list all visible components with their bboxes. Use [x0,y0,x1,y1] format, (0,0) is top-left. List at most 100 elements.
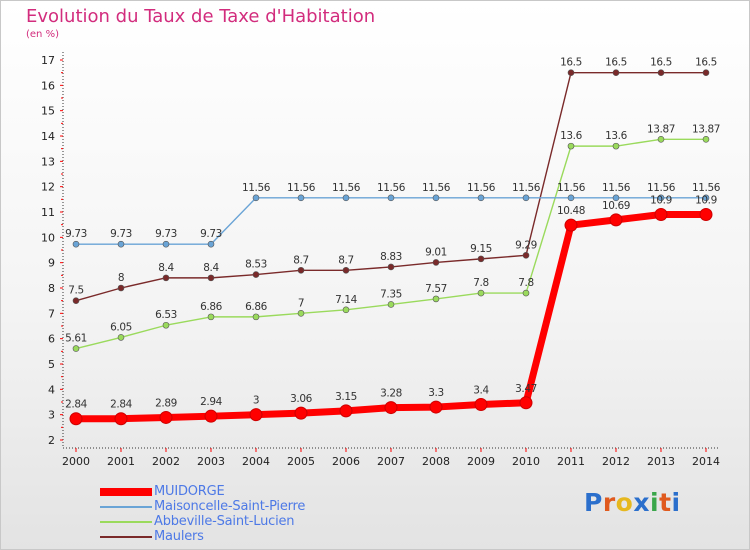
x-tick-label: 2008 [422,455,450,468]
data-point-0 [339,404,353,418]
data-point-1 [432,194,440,202]
legend-swatch-1 [100,505,152,508]
x-tick-label: 2014 [692,455,720,468]
data-label-0: 3.4 [473,385,489,397]
data-point-3 [72,297,80,304]
data-point-2 [207,313,215,321]
data-point-1 [702,194,710,202]
y-tick-label: 15 [41,105,55,118]
data-label-3: 7.5 [68,285,84,297]
proxiti-logo: Proxiti [584,488,681,517]
data-label-2: 13.87 [647,123,675,135]
data-point-1 [162,240,170,248]
data-point-3 [342,266,350,274]
data-label-3: 8.4 [158,262,174,274]
data-label-3: 16.5 [605,57,627,69]
x-tick-label: 2013 [647,455,675,468]
data-label-0: 10.69 [602,200,630,212]
data-point-1 [522,194,530,202]
legend-item-3: Maulers [100,529,305,544]
data-label-0: 2.84 [110,399,132,411]
data-point-0 [69,412,83,426]
data-label-3: 8 [118,272,124,284]
data-point-2 [477,289,485,297]
legend-swatch-2 [100,520,152,523]
data-point-0 [699,208,713,222]
data-label-1: 9.73 [110,228,132,240]
data-point-0 [519,396,533,410]
data-label-2: 6.86 [245,301,267,313]
data-point-1 [207,240,215,248]
data-label-2: 7 [298,297,304,309]
data-point-1 [657,194,665,202]
data-point-0 [429,400,443,414]
x-tick-label: 2011 [557,455,585,468]
data-label-0: 3.15 [335,391,357,403]
data-point-0 [114,412,128,426]
x-tick-label: 2010 [512,455,540,468]
data-label-1: 11.56 [422,182,451,194]
data-label-0: 2.89 [155,397,177,409]
data-point-3 [477,255,485,263]
y-tick-label: 17 [41,54,55,67]
data-label-2: 7.57 [425,283,447,295]
logo-letter: i [671,488,681,517]
data-label-3: 8.4 [203,262,219,274]
data-point-2 [432,295,440,303]
data-label-0: 10.9 [695,195,717,207]
data-label-0: 3.28 [380,388,402,400]
x-tick-label: 2006 [332,455,360,468]
data-point-0 [384,401,398,415]
data-label-2: 13.6 [560,130,582,142]
data-label-1: 9.73 [200,228,222,240]
logo-letter: x [633,488,650,517]
data-label-1: 11.56 [692,182,721,194]
data-label-3: 9.15 [470,243,492,255]
y-tick-label: 12 [41,181,55,194]
legend-item-1: Maisoncelle-Saint-Pierre [100,499,305,514]
data-label-2: 7.8 [518,277,534,289]
chart-title: Evolution du Taux de Taxe d'Habitation [26,6,376,27]
data-point-2 [297,310,305,317]
legend-label-1: Maisoncelle-Saint-Pierre [154,499,306,514]
data-label-3: 8.83 [380,251,402,263]
data-label-1: 11.56 [242,182,271,194]
data-point-3 [297,266,305,274]
data-label-3: 8.7 [338,254,354,266]
data-label-3: 9.29 [515,239,537,251]
data-point-1 [72,240,80,248]
x-tick-label: 2002 [152,455,180,468]
logo-letter: i [650,488,660,517]
y-tick-label: 14 [41,130,55,143]
legend-swatch-0 [100,487,152,496]
data-label-2: 7.14 [335,294,357,306]
data-label-1: 9.73 [65,228,87,240]
data-point-0 [609,213,623,227]
data-point-2 [342,306,350,314]
data-label-1: 11.56 [332,182,361,194]
data-label-2: 6.53 [155,309,177,321]
data-point-1 [567,194,575,202]
data-label-3: 8.7 [293,254,309,266]
data-label-0: 3 [253,395,259,407]
data-point-3 [207,274,215,282]
data-point-1 [252,194,260,202]
data-point-3 [252,271,260,278]
data-label-1: 9.73 [155,228,177,240]
legend-item-2: Abbeville-Saint-Lucien [100,514,305,529]
data-label-0: 10.48 [557,205,585,217]
data-label-0: 3.47 [515,383,537,395]
data-point-0 [204,409,218,423]
x-tick-label: 2000 [62,455,90,468]
data-point-3 [612,69,620,76]
y-tick-label: 3 [48,409,55,422]
data-point-2 [702,135,710,143]
x-tick-label: 2001 [107,455,135,468]
data-point-3 [432,259,440,266]
logo-letter: t [659,488,672,517]
data-label-1: 11.56 [377,182,406,194]
y-tick-label: 8 [48,282,55,295]
data-label-1: 11.56 [467,182,496,194]
data-point-2 [117,334,125,341]
